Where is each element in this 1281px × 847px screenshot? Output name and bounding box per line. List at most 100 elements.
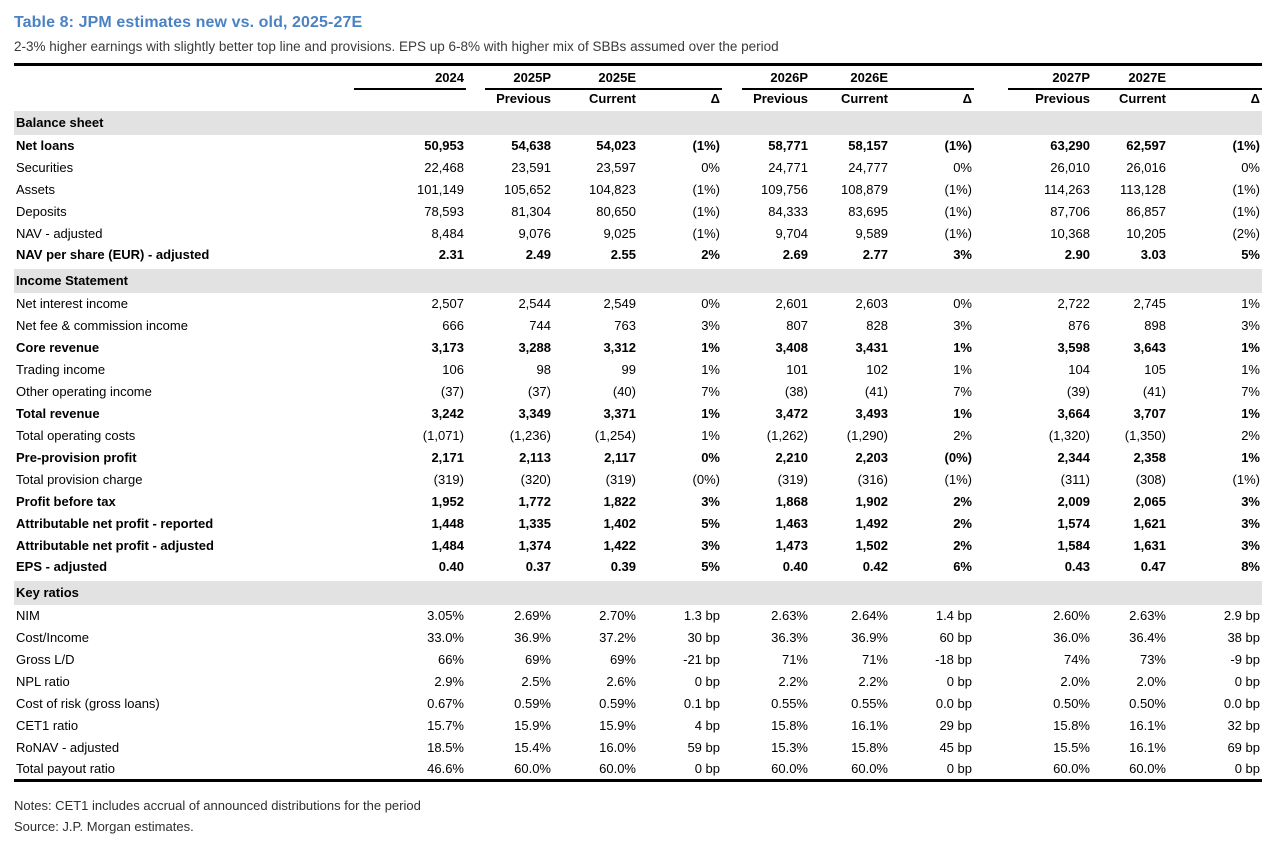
cell-value: 1% (1241, 406, 1260, 421)
cell-value: 0% (1241, 160, 1260, 175)
cell-value: (41) (1142, 384, 1166, 399)
column-gap (466, 693, 485, 715)
row-label: Cost/Income (16, 630, 89, 645)
column-gap (974, 627, 1008, 649)
col-header-2027e: 2027E (1092, 64, 1168, 90)
cell-value: 102 (866, 362, 888, 377)
column-gap (722, 179, 742, 201)
cell-value: 1,463 (775, 516, 808, 531)
cell-value: 58,771 (768, 138, 808, 153)
cell-value: (1,262) (766, 428, 808, 443)
cell-value: 2.9% (434, 674, 464, 689)
table-row: Total provision charge (319) (320) (319) (0%… (14, 469, 1262, 491)
cell-value: 113,128 (1119, 182, 1166, 197)
cell-value: 3,472 (775, 406, 808, 421)
cell-value: 2,507 (431, 296, 464, 311)
cell-value: 3,643 (1133, 340, 1166, 355)
column-gap (722, 491, 742, 513)
cell-value: 0.40 (782, 559, 808, 574)
cell-value: (1%) (944, 204, 972, 219)
cell-value: (40) (612, 384, 636, 399)
cell-value: (37) (527, 384, 551, 399)
cell-value: 16.1% (1129, 718, 1166, 733)
column-gap (466, 381, 485, 403)
table-row: Gross L/D 66% 69% 69% -21 bp 71% 71% -18 bp 74% 7… (14, 649, 1262, 671)
column-gap (722, 315, 742, 337)
cell-value: 0 bp (638, 758, 722, 782)
column-gap (974, 513, 1008, 535)
cell-value: 26,010 (1050, 160, 1090, 175)
cell-value: (39) (1066, 384, 1090, 399)
cell-value: 3,349 (518, 406, 551, 421)
cell-value: 38 bp (1227, 630, 1260, 645)
cell-value: 30 bp (687, 630, 720, 645)
cell-value: -18 bp (935, 652, 972, 667)
column-gap (974, 535, 1008, 557)
table-body: Balance sheet Net loans 50,953 54,638 54,023… (14, 106, 1262, 782)
cell-value: 73% (1139, 652, 1166, 667)
column-gap (466, 513, 485, 535)
cell-value: 26,016 (1126, 160, 1166, 175)
cell-value: 2% (1241, 428, 1260, 443)
cell-value: (41) (864, 384, 888, 399)
cell-value: (308) (1135, 472, 1166, 487)
cell-value: 0.50% (1053, 696, 1090, 711)
cell-value: 3% (1241, 538, 1260, 553)
column-gap (974, 88, 1008, 110)
column-gap (974, 359, 1008, 381)
cell-value: 3% (953, 318, 972, 333)
cell-value: (1,350) (1124, 428, 1166, 443)
cell-value: 60.0% (1092, 758, 1168, 782)
table-subtitle: 2-3% higher earnings with slightly bette… (14, 39, 779, 54)
cell-value: 0.47 (1140, 559, 1166, 574)
cell-value: 1,374 (518, 538, 551, 553)
column-gap (974, 605, 1008, 627)
cell-value: 62,597 (1126, 138, 1166, 153)
cell-value: 15.9% (514, 718, 551, 733)
cell-value: 0.1 bp (683, 696, 720, 711)
table-row: NAV - adjusted 8,484 9,076 9,025 (1%) 9,704 9,… (14, 223, 1262, 245)
table-row: Cost/Income 33.0% 36.9% 37.2% 30 bp 36.3% 36.9… (14, 627, 1262, 649)
column-gap (466, 135, 485, 157)
row-label: Assets (16, 182, 56, 197)
cell-value: (1,320) (1048, 428, 1090, 443)
column-gap (974, 179, 1008, 201)
cell-value: 2,722 (1057, 296, 1090, 311)
cell-value: 1.3 bp (683, 608, 720, 623)
column-gap (466, 715, 485, 737)
row-label: NAV - adjusted (16, 226, 103, 241)
cell-value: 4 bp (694, 718, 720, 733)
cell-value: 1,952 (431, 494, 464, 509)
table-row: RoNAV - adjusted 18.5% 15.4% 16.0% 59 bp 15.3… (14, 737, 1262, 759)
cell-value: (1%) (944, 472, 972, 487)
footer-notes: Notes: CET1 includes accrual of announce… (14, 795, 1262, 837)
column-gap (974, 491, 1008, 513)
cell-value: 1.4 bp (935, 608, 972, 623)
cell-value: 2.49 (525, 247, 551, 262)
column-gap (974, 425, 1008, 447)
column-gap (466, 627, 485, 649)
cell-value: 2,745 (1133, 296, 1166, 311)
cell-value: 2.0% (1060, 674, 1090, 689)
cell-value: 2,203 (855, 450, 888, 465)
cell-value: 23,597 (596, 160, 636, 175)
cell-value: 1% (1241, 296, 1260, 311)
table-row: Attributable net profit - adjusted 1,484 1… (14, 535, 1262, 557)
column-gap (466, 425, 485, 447)
estimates-table: 2024 2025P 2025E 2026P 2026E 2027P 2027E… (14, 63, 1262, 782)
cell-value: 2.31 (438, 247, 464, 262)
cell-value: 81,304 (511, 204, 551, 219)
section-title: Balance sheet (14, 106, 1262, 135)
cell-value: 7% (1241, 384, 1260, 399)
cell-value: 2.90 (1064, 247, 1090, 262)
source-line: Source: J.P. Morgan estimates. (14, 819, 194, 834)
column-gap (466, 88, 485, 110)
column-gap (722, 223, 742, 245)
cell-value: 3,173 (431, 340, 464, 355)
table-row: Deposits 78,593 81,304 80,650 (1%) 84,333 83,6… (14, 201, 1262, 223)
cell-value: 5% (701, 516, 720, 531)
row-label: Pre-provision profit (16, 450, 137, 465)
cell-value: 1% (701, 428, 720, 443)
cell-value: 3% (1241, 318, 1260, 333)
cell-value: 15.9% (599, 718, 636, 733)
